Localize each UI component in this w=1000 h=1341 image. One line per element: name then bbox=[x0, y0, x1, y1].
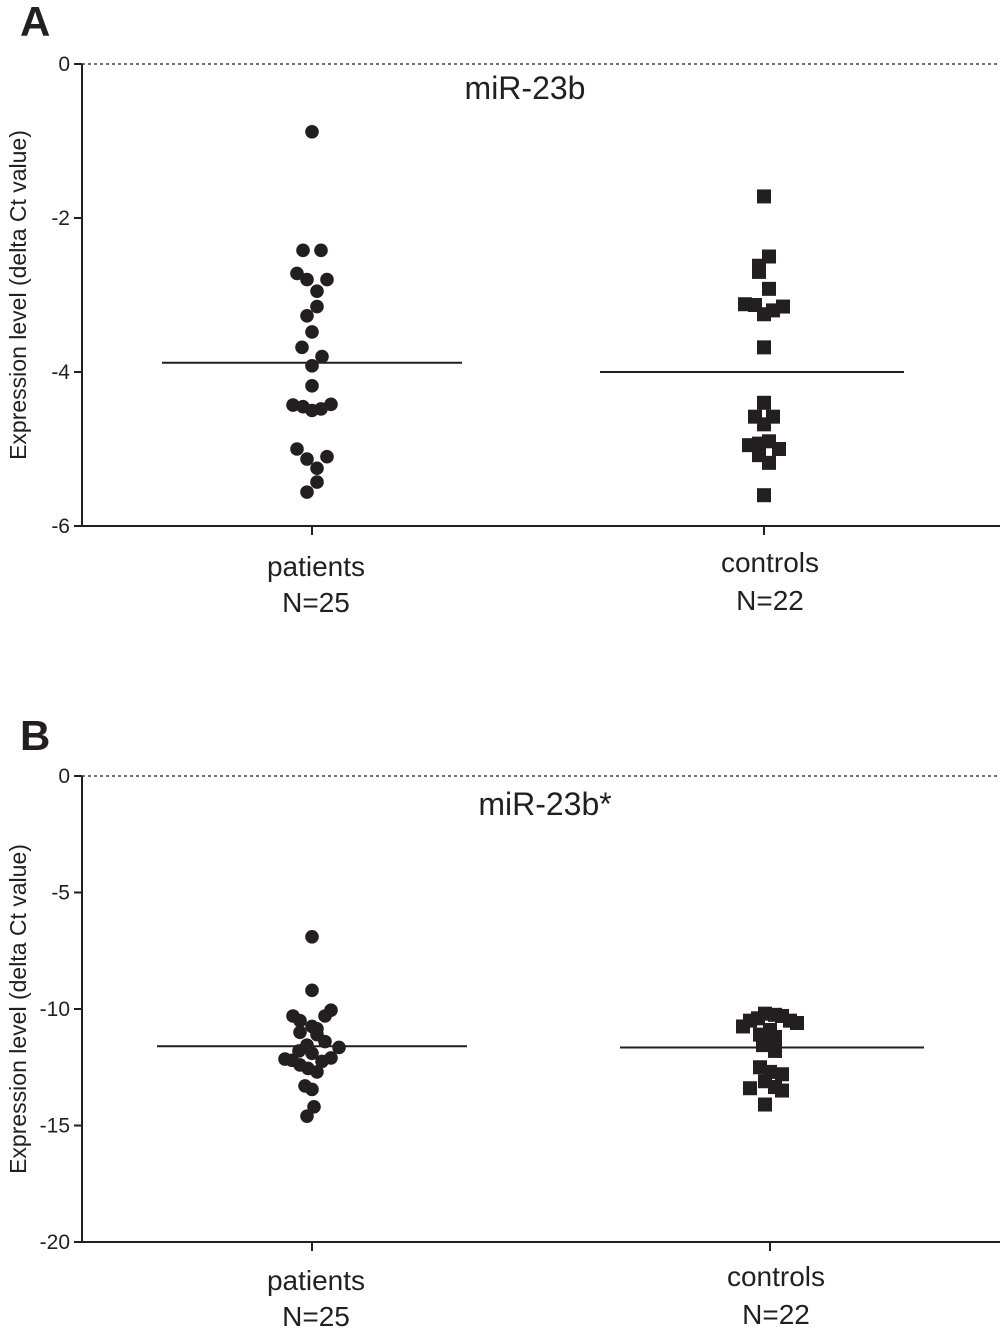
panel-a: A0 -2 -4 -6 Expression level (delta Ct value… bbox=[5, 0, 1000, 618]
y-tick-label: -10 bbox=[40, 998, 70, 1021]
data-point-patients bbox=[293, 1013, 307, 1028]
data-point-controls bbox=[768, 1043, 782, 1058]
y-tick-label: -15 bbox=[40, 1115, 70, 1138]
data-point-patients bbox=[310, 1065, 324, 1079]
data-point-patients bbox=[320, 449, 334, 464]
data-point-patients bbox=[292, 1044, 306, 1058]
data-point-controls bbox=[736, 1019, 750, 1034]
data-point-patients bbox=[324, 397, 338, 412]
data-point-controls bbox=[757, 340, 771, 355]
data-point-controls bbox=[757, 395, 771, 410]
y-tick-label: -20 bbox=[40, 1231, 70, 1254]
panel-letter: A bbox=[20, 0, 50, 45]
chart-title: miR-23b bbox=[465, 70, 586, 106]
y-tick-label: -5 bbox=[51, 882, 70, 905]
data-point-patients bbox=[305, 983, 319, 998]
y-axis-title: Expression level (delta Ct value) bbox=[5, 130, 31, 460]
data-point-patients bbox=[310, 475, 324, 489]
data-point-controls bbox=[743, 1081, 757, 1096]
data-point-patients bbox=[290, 442, 304, 456]
category-n-controls: N=22 bbox=[736, 585, 804, 616]
panel-letter: B bbox=[20, 712, 50, 759]
data-point-patients bbox=[305, 379, 319, 393]
chart-title: miR-23b* bbox=[478, 786, 611, 822]
y-tick-label: 0 bbox=[58, 53, 70, 76]
data-point-controls bbox=[757, 488, 771, 503]
data-point-patients bbox=[290, 266, 304, 281]
y-tick-label: -6 bbox=[51, 515, 70, 538]
data-point-patients bbox=[293, 1025, 307, 1040]
category-label-controls: controls bbox=[727, 1261, 825, 1292]
data-point-patients bbox=[310, 461, 324, 476]
data-point-patients bbox=[315, 349, 329, 364]
data-point-patients bbox=[305, 124, 319, 139]
data-point-controls bbox=[758, 1097, 772, 1112]
data-point-patients bbox=[305, 1082, 319, 1097]
data-point-patients bbox=[314, 243, 328, 258]
data-point-patients bbox=[310, 299, 324, 314]
data-point-patients bbox=[296, 243, 310, 258]
data-point-controls bbox=[752, 264, 766, 279]
y-axis-title: Expression level (delta Ct value) bbox=[5, 844, 31, 1174]
data-point-controls bbox=[757, 189, 771, 204]
data-point-patients bbox=[300, 452, 314, 466]
data-point-controls bbox=[775, 1067, 789, 1082]
data-point-patients bbox=[315, 1054, 329, 1069]
data-point-patients bbox=[286, 398, 300, 412]
data-point-patients bbox=[307, 1100, 321, 1114]
data-point-patients bbox=[305, 359, 319, 373]
y-tick-label: -4 bbox=[51, 361, 70, 384]
category-n-controls: N=22 bbox=[742, 1299, 810, 1330]
data-point-controls bbox=[776, 299, 790, 314]
data-point-patients bbox=[295, 340, 309, 355]
data-point-patients bbox=[300, 272, 314, 287]
data-point-controls bbox=[762, 455, 776, 470]
data-point-controls bbox=[762, 281, 776, 296]
y-tick-label: 0 bbox=[58, 765, 70, 788]
data-point-patients bbox=[300, 308, 314, 323]
y-tick-label: -2 bbox=[51, 207, 70, 230]
data-point-patients bbox=[300, 1109, 314, 1123]
data-point-patients bbox=[305, 1046, 319, 1061]
data-point-patients bbox=[318, 1034, 332, 1049]
category-label-patients: patients bbox=[267, 551, 365, 582]
data-point-patients bbox=[310, 284, 324, 298]
data-point-patients bbox=[300, 485, 314, 499]
panel-b: B0 -5 -10 -15 -20 Expression level (delta Ct … bbox=[5, 712, 1000, 1332]
data-point-controls bbox=[790, 1015, 804, 1030]
data-point-controls bbox=[757, 417, 771, 432]
data-point-patients bbox=[318, 1009, 332, 1023]
data-point-patients bbox=[305, 325, 319, 339]
category-label-patients: patients bbox=[267, 1265, 365, 1296]
data-point-controls bbox=[775, 1083, 789, 1098]
data-point-patients bbox=[332, 1040, 346, 1055]
category-label-controls: controls bbox=[721, 547, 819, 578]
category-n-patients: N=25 bbox=[282, 587, 350, 618]
data-point-patients bbox=[320, 272, 334, 287]
category-n-patients: N=25 bbox=[282, 1301, 350, 1332]
data-point-patients bbox=[305, 929, 319, 944]
data-point-controls bbox=[756, 1038, 770, 1053]
data-point-controls bbox=[772, 442, 786, 456]
